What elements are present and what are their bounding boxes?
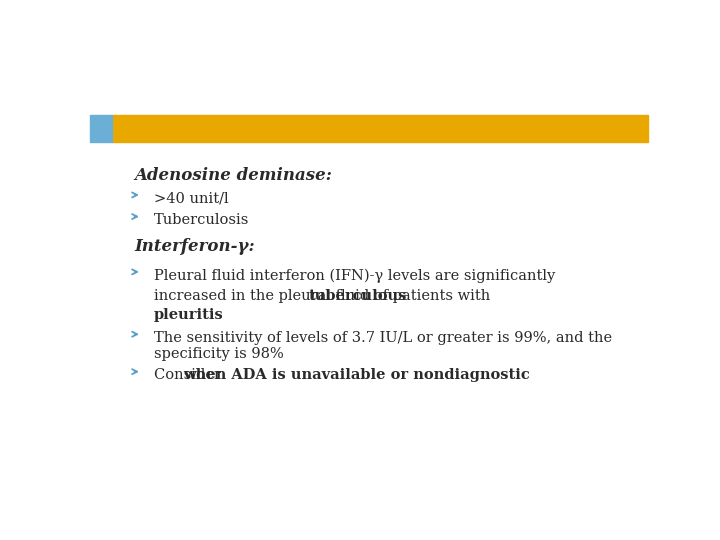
- Text: Adenosine deminase:: Adenosine deminase:: [135, 167, 333, 184]
- Text: when ADA is unavailable or nondiagnostic: when ADA is unavailable or nondiagnostic: [183, 368, 530, 382]
- Bar: [112, 114, 648, 141]
- Text: Tuberculosis: Tuberculosis: [154, 213, 250, 227]
- Bar: [90, 114, 112, 141]
- Text: >40 unit/l: >40 unit/l: [154, 192, 229, 206]
- Text: increased in the pleural fluid of patients with: increased in the pleural fluid of patien…: [154, 288, 495, 302]
- Text: The sensitivity of levels of 3.7 IU/L or greater is 99%, and the
specificity is : The sensitivity of levels of 3.7 IU/L or…: [154, 331, 612, 361]
- Text: Pleural fluid interferon (IFN)-γ levels are significantly: Pleural fluid interferon (IFN)-γ levels …: [154, 268, 555, 283]
- Text: pleuritis: pleuritis: [154, 308, 224, 322]
- Text: tuberculous: tuberculous: [308, 288, 407, 302]
- Text: Interferon-γ:: Interferon-γ:: [135, 238, 256, 255]
- Text: Consider: Consider: [154, 368, 226, 382]
